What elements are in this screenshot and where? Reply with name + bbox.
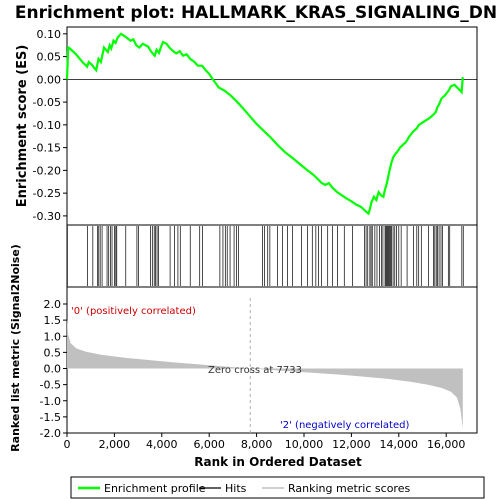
es-y-tick-label: -0.20: [33, 164, 61, 177]
es-y-tick-label: 0.10: [37, 28, 62, 41]
x-tick-label: 0: [64, 438, 71, 451]
hits-panel: [66, 224, 478, 288]
chart-legend: Enrichment profile Hits Ranking metric s…: [70, 476, 485, 499]
metric-y-axis-label: Ranked list metric (Signal2Noise): [9, 244, 22, 452]
legend-hits-label: Hits: [225, 482, 247, 495]
x-tick-label: 2,000: [99, 438, 131, 451]
chart-title: Enrichment plot: HALLMARK_KRAS_SIGNALING…: [15, 3, 497, 23]
x-tick-label: 14,000: [380, 438, 419, 451]
es-y-tick-label: -0.10: [33, 119, 61, 132]
es-y-tick-label: -0.30: [33, 210, 61, 223]
metric-y-tick-label: -2.0: [40, 427, 61, 440]
zero-cross-label: Zero cross at 7733: [208, 365, 302, 376]
es-y-tick-label: -0.15: [33, 142, 61, 155]
legend-enrichment-label: Enrichment profile: [104, 482, 206, 495]
es-panel-frame: [66, 26, 478, 226]
negative-correlation-label: '2' (negatively correlated): [280, 420, 409, 431]
es-panel: 0.10 0.05 0.00 -0.05 -0.10 -0.15 -0.20 -0.25 -0.…: [15, 26, 478, 226]
metric-y-tick-label: 0.0: [44, 363, 62, 376]
hits-panel-frame: [66, 224, 478, 288]
positive-correlation-label: '0' (positively correlated): [71, 306, 196, 317]
metric-x-ticks: 0 2,000 4,000 6,000 8,000 10,000 12,000 14,000 1…: [64, 433, 466, 451]
metric-y-tick-label: -0.5: [40, 379, 61, 392]
x-tick-label: 16,000: [427, 438, 466, 451]
es-y-tick-label: -0.25: [33, 187, 61, 200]
es-y-tick-label: -0.05: [33, 96, 61, 109]
x-tick-label: 6,000: [193, 438, 225, 451]
metric-y-ticks: 2.0 1.5 1.0 0.5 0.0 -0.5 -1.0 -1.5 -2.0: [40, 298, 67, 440]
x-axis-label: Rank in Ordered Dataset: [194, 455, 362, 469]
x-tick-label: 4,000: [146, 438, 178, 451]
x-tick-label: 10,000: [285, 438, 324, 451]
x-tick-label: 8,000: [241, 438, 273, 451]
es-y-axis-label: Enrichment score (ES): [15, 45, 30, 208]
legend-metric-label: Ranking metric scores: [288, 482, 410, 495]
metric-y-tick-label: -1.0: [40, 395, 61, 408]
x-tick-label: 12,000: [332, 438, 371, 451]
enrichment-profile-line: [65, 32, 464, 216]
ranking-metric-area: [67, 318, 463, 429]
metric-y-tick-label: 1.0: [44, 330, 62, 343]
metric-y-tick-label: 0.5: [44, 346, 62, 359]
es-y-tick-label: 0.05: [37, 51, 62, 64]
es-y-ticks: 0.10 0.05 0.00 -0.05 -0.10 -0.15 -0.20 -0.25 -0.…: [33, 28, 67, 223]
hit-lines: [67, 226, 464, 286]
metric-y-tick-label: 2.0: [44, 298, 62, 311]
es-y-tick-label: 0.00: [37, 73, 62, 86]
metric-y-tick-label: 1.5: [44, 314, 62, 327]
metric-y-tick-label: -1.5: [40, 411, 61, 424]
metric-panel: Zero cross at 7733 '0' (positively corre…: [9, 244, 478, 469]
